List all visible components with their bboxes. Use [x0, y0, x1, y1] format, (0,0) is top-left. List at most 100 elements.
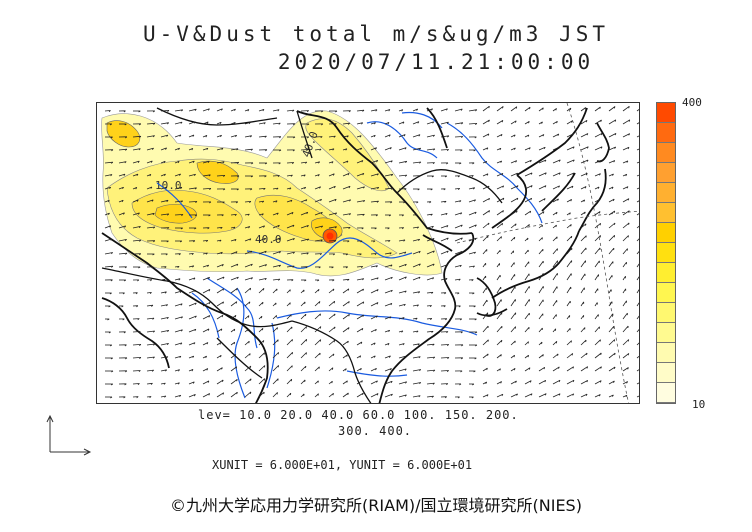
wind-arrow	[622, 339, 629, 346]
wind-arrow	[258, 122, 266, 125]
wind-arrow	[552, 273, 558, 281]
wind-arrowhead	[488, 198, 490, 201]
wind-arrowhead	[110, 396, 113, 399]
wind-arrow	[552, 260, 558, 268]
colorbar-min-label: 10	[692, 398, 706, 411]
wind-arrowhead	[149, 174, 152, 177]
wind-arrow	[468, 123, 477, 125]
wind-arrowhead	[446, 250, 449, 253]
wind-arrowhead	[249, 353, 251, 356]
wind-arrowhead	[558, 146, 561, 149]
wind-arrowhead	[109, 225, 112, 228]
wind-arrowhead	[137, 279, 140, 282]
wind-arrow	[580, 159, 589, 164]
wind-arrowhead	[110, 357, 113, 360]
wind-arrowhead	[473, 370, 476, 373]
colorbar-cell	[657, 363, 675, 383]
wind-arrowhead	[251, 162, 254, 165]
wind-arrowhead	[178, 278, 181, 281]
wind-arrowhead	[306, 136, 310, 139]
wind-arrow	[594, 339, 601, 346]
wind-arrowhead	[122, 292, 125, 295]
wind-arrowhead	[613, 210, 616, 214]
wind-arrow	[510, 120, 517, 125]
wind-arrow	[580, 211, 586, 216]
wind-arrow	[300, 225, 309, 229]
wind-arrow	[286, 265, 295, 268]
wind-arrowhead	[318, 266, 321, 269]
wind-arrow	[426, 213, 433, 216]
wind-arrowhead	[122, 186, 124, 190]
wind-arrow	[524, 393, 533, 398]
copyright-notice: ©九州大学応用力学研究所(RIAM)/国立環境研究所(NIES)	[170, 496, 582, 515]
wind-arrow	[594, 380, 602, 385]
wind-arrowhead	[572, 366, 574, 369]
wind-arrowhead	[585, 173, 588, 176]
wind-arrowhead	[474, 238, 477, 241]
wind-arrowhead	[613, 106, 616, 109]
wind-arrow	[524, 224, 530, 229]
wind-arrow	[272, 278, 280, 281]
wind-arrowhead	[206, 147, 209, 151]
wind-arrow	[622, 381, 628, 385]
wind-arrow	[132, 370, 141, 372]
wind-arrowhead	[345, 253, 349, 256]
wind-arrow	[496, 249, 501, 255]
colorbar-cell	[657, 243, 675, 263]
wind-arrow	[524, 299, 530, 307]
wind-arrowhead	[108, 331, 111, 334]
wind-arrowhead	[362, 314, 364, 317]
wind-arrow	[412, 369, 421, 372]
wind-arrowhead	[361, 227, 364, 230]
wind-arrowhead	[458, 305, 461, 308]
wind-arrow	[412, 304, 419, 307]
wind-arrowhead	[431, 108, 433, 111]
wind-arrow	[622, 275, 626, 281]
wind-arrow	[202, 160, 210, 164]
wind-arrow	[384, 173, 393, 177]
wind-arrowhead	[362, 301, 365, 304]
wind-arrowhead	[446, 108, 448, 111]
colorbar	[656, 102, 676, 404]
wind-arrowhead	[111, 265, 114, 268]
wind-arrow	[482, 325, 489, 333]
wind-arrowhead	[473, 187, 475, 190]
wind-arrowhead	[459, 264, 462, 268]
wind-arrow	[412, 250, 421, 255]
wind-arrow	[160, 147, 167, 151]
wind-arrow	[370, 302, 379, 307]
wind-arrowhead	[139, 135, 142, 138]
wind-arrow	[300, 313, 307, 320]
wind-arrowhead	[139, 344, 142, 347]
wind-arrow	[622, 300, 627, 307]
wind-arrow	[300, 339, 307, 346]
wind-arrowhead	[486, 367, 488, 371]
wind-arrowhead	[180, 303, 183, 306]
wind-arrowhead	[207, 227, 210, 230]
wind-arrowhead	[404, 394, 407, 397]
wind-arrowhead	[390, 264, 393, 267]
wind-arrowhead	[347, 173, 350, 176]
wind-arrowhead	[152, 110, 156, 113]
wind-arrow	[216, 161, 225, 164]
wind-arrow	[496, 339, 503, 346]
wind-arrow	[552, 353, 559, 359]
wind-arrowhead	[557, 133, 560, 136]
wind-arrowhead	[571, 120, 573, 123]
wind-arrow	[258, 200, 264, 203]
wind-arrowhead	[570, 199, 572, 202]
wind-arrow	[622, 367, 629, 372]
wind-arrowhead	[432, 121, 435, 124]
wind-arrow	[510, 274, 516, 281]
wind-arrowhead	[236, 148, 239, 151]
wind-arrow	[594, 106, 601, 112]
wind-arrowhead	[359, 253, 362, 256]
colorbar-cell	[657, 303, 675, 323]
wind-arrowhead	[572, 380, 575, 383]
wind-arrow	[524, 261, 530, 268]
wind-arrowhead	[474, 251, 476, 254]
wind-arrow	[398, 276, 407, 281]
wind-arrow	[216, 379, 224, 385]
wind-arrowhead	[348, 227, 351, 230]
wind-arrow	[258, 378, 265, 385]
